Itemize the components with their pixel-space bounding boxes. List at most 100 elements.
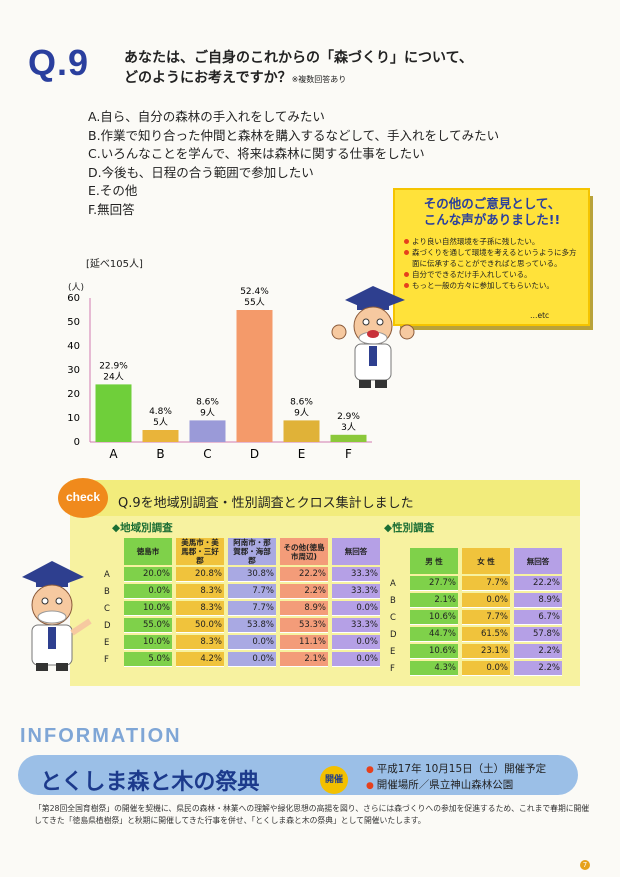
table-cell: 55.0% — [124, 618, 172, 633]
table-cell: 22.2% — [514, 576, 562, 591]
table-cell: 20.0% — [124, 567, 172, 582]
table-row: B 0.0% 8.3% 7.7% 2.2% 33.3% — [102, 584, 380, 599]
table-cell: 8.3% — [176, 635, 224, 650]
table-cell: 0.0% — [462, 593, 510, 608]
table-row: E 10.0% 8.3% 0.0% 11.1% 0.0% — [102, 635, 380, 650]
table-header: その他(徳島市周辺) — [280, 538, 328, 565]
table-cell: 8.9% — [280, 601, 328, 616]
table-header: 阿南市・那賀郡・海部郡 — [228, 538, 276, 565]
table-cell: 2.1% — [280, 652, 328, 667]
x-tick-label: C — [203, 447, 211, 461]
opinion-box — [393, 188, 590, 326]
bullet-icon: ● — [366, 781, 377, 791]
table-cell: 8.3% — [176, 601, 224, 616]
festival-description: 「第28回全国育樹祭」の開催を契機に、県民の森林・林業への理解や緑化思想の高揚を… — [34, 804, 590, 825]
row-label: D — [104, 620, 111, 631]
regional-heading: ◆地域別調査 — [112, 522, 173, 534]
table-cell: 0.0% — [332, 601, 380, 616]
table-cell: 7.7% — [462, 576, 510, 591]
table-cell: 4.2% — [176, 652, 224, 667]
table-cell: 2.2% — [514, 644, 562, 659]
row-label: E — [390, 646, 396, 657]
table-cell: 8.9% — [514, 593, 562, 608]
regional-table: 徳島市 美馬市・美馬郡・三好郡 阿南市・那賀郡・海部郡 その他(徳島市周辺) 無回答 A 2… — [98, 536, 384, 669]
page-number: 7 — [580, 860, 590, 870]
table-cell: 0.0% — [332, 652, 380, 667]
check-title: Q.9を地域別調査・性別調査とクロス集計しました — [118, 496, 414, 511]
question-title-line1: あなたは、ご自身のこれからの「森づくり」について、 — [124, 50, 473, 66]
table-cell: 33.3% — [332, 584, 380, 599]
question-note: ※複数回答あり — [291, 75, 347, 84]
bar-count-label: 55人 — [244, 297, 264, 308]
table-cell: 2.2% — [514, 661, 562, 676]
y-tick-label: 20 — [67, 389, 80, 400]
table-cell: 22.2% — [280, 567, 328, 582]
bar-count-label: 5人 — [153, 417, 168, 428]
chart-total-label: [延べ105人] — [86, 259, 143, 270]
table-cell: 7.7% — [228, 601, 276, 616]
information-heading: INFORMATION — [20, 725, 182, 747]
table-cell: 50.0% — [176, 618, 224, 633]
table-row: D 44.7% 61.5% 57.8% — [388, 627, 562, 642]
bar-b — [142, 430, 179, 442]
table-cell: 20.8% — [176, 567, 224, 582]
table-cell: 4.3% — [410, 661, 458, 676]
table-cell: 30.8% — [228, 567, 276, 582]
row-label: A — [390, 578, 396, 589]
option-c: C.いろんなことを学んで、将来は森林に関する仕事をしたい — [88, 146, 425, 161]
row-label: D — [390, 629, 397, 640]
row-label: E — [104, 637, 110, 648]
y-tick-label: 30 — [67, 365, 80, 376]
answer-options: A.自ら、自分の森林の手入れをしてみたい B.作業で知り合った仲間と森林を購入す… — [88, 108, 499, 219]
x-tick-label: D — [250, 447, 259, 461]
bar-count-label: 9人 — [200, 407, 215, 418]
opinion-title: その他のご意見として、 こんな声がありました!! — [402, 196, 582, 228]
x-tick-label: B — [156, 447, 164, 461]
bar-c — [189, 420, 226, 442]
y-tick-label: 0 — [74, 437, 80, 448]
bullet-icon: ● — [366, 765, 377, 775]
bar-f — [330, 434, 367, 442]
bar-percent-label: 2.9% — [337, 412, 360, 422]
table-row: C 10.6% 7.7% 6.7% — [388, 610, 562, 625]
bar-d — [236, 310, 273, 442]
table-row: F 4.3% 0.0% 2.2% — [388, 661, 562, 676]
bar-a — [95, 384, 132, 442]
x-tick-label: F — [345, 447, 352, 461]
bar-percent-label: 22.9% — [99, 361, 128, 371]
question-title: あなたは、ご自身のこれからの「森づくり」について、 どのようにお考えですか？※複… — [124, 48, 473, 90]
gender-heading: ◆性別調査 — [384, 522, 435, 534]
festival-badge: 開催 — [320, 766, 348, 794]
festival-date: 平成17年 10月15日（土）開催予定 — [376, 763, 547, 775]
professor-illustration-pointing — [22, 561, 92, 671]
row-label: A — [104, 569, 110, 580]
opinion-title-line2: こんな声がありました!! — [423, 212, 561, 227]
table-cell: 23.1% — [462, 644, 510, 659]
opinion-item: より良い自然環境を子孫に残したい。 — [404, 236, 582, 247]
table-row: B 2.1% 0.0% 8.9% — [388, 593, 562, 608]
table-cell: 0.0% — [332, 635, 380, 650]
table-cell: 0.0% — [124, 584, 172, 599]
table-cell: 10.0% — [124, 635, 172, 650]
bar-count-label: 3人 — [341, 422, 356, 433]
table-cell: 44.7% — [410, 627, 458, 642]
table-cell: 33.3% — [332, 618, 380, 633]
table-cell: 7.7% — [228, 584, 276, 599]
table-cell: 10.0% — [124, 601, 172, 616]
table-header: 無回答 — [514, 548, 562, 574]
table-row: E 10.6% 23.1% 2.2% — [388, 644, 562, 659]
table-cell: 7.7% — [462, 610, 510, 625]
row-label: B — [104, 586, 110, 597]
gender-table: 男 性女 性無回答 A 27.7% 7.7% 22.2% B 2.1% 0.0% 8.9% C 10… — [384, 546, 566, 678]
professor-illustration — [331, 286, 415, 388]
table-header: 徳島市 — [124, 538, 172, 565]
bar-percent-label: 4.8% — [149, 407, 172, 417]
table-cell: 0.0% — [228, 635, 276, 650]
table-row: A 20.0% 20.8% 30.8% 22.2% 33.3% — [102, 567, 380, 582]
table-row: F 5.0% 4.2% 0.0% 2.1% 0.0% — [102, 652, 380, 667]
table-cell: 53.8% — [228, 618, 276, 633]
x-tick-label: A — [109, 447, 118, 461]
option-f: F.無回答 — [88, 201, 135, 217]
bar-e — [283, 420, 320, 442]
